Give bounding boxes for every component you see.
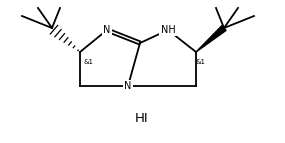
Text: &1: &1	[83, 59, 93, 65]
Text: NH: NH	[161, 25, 175, 35]
Text: N: N	[103, 25, 111, 35]
Text: N: N	[124, 81, 132, 91]
Text: HI: HI	[135, 112, 149, 125]
Text: &1: &1	[195, 59, 205, 65]
Polygon shape	[196, 26, 226, 52]
